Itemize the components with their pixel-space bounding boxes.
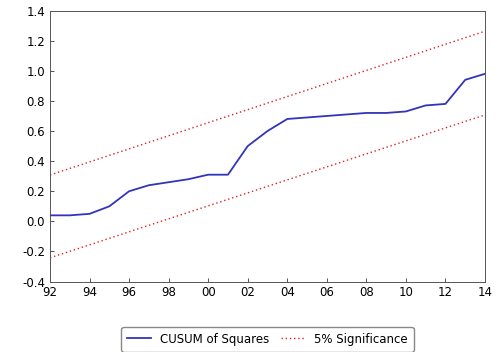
Legend: CUSUM of Squares, 5% Significance: CUSUM of Squares, 5% Significance (121, 327, 414, 352)
